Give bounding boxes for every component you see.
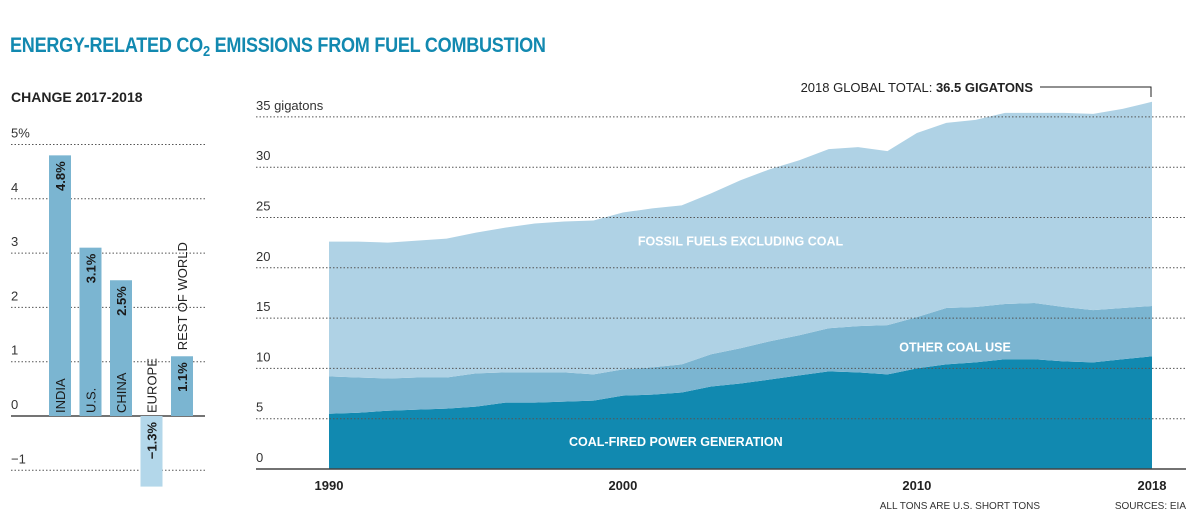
bar-chart-title: CHANGE 2017-2018 xyxy=(11,89,143,105)
title-subscript: 2 xyxy=(202,43,210,60)
area-chart-y-tick-label: 35 gigatons xyxy=(256,98,324,113)
bar-u-s xyxy=(79,247,102,416)
bar-value-label: 4.8% xyxy=(53,161,68,191)
total-note-label: 2018 GLOBAL TOTAL: xyxy=(801,80,936,95)
area-chart-series-labels: COAL-FIRED POWER GENERATION OTHER COAL US… xyxy=(569,235,1011,449)
area-fossil-fuels-excluding-coal xyxy=(329,101,1152,379)
bar-chart-y-tick-label: 3 xyxy=(11,234,18,249)
bar-value-label: 3.1% xyxy=(84,253,99,283)
area-chart-y-ticks: 0 5 10 15 20 25 30 35 gigatons xyxy=(256,98,324,465)
area-chart-y-tick-label: 15 xyxy=(256,299,270,314)
series-label: OTHER COAL USE xyxy=(899,340,1011,354)
bar-category-label: CHINA xyxy=(114,372,129,413)
area-chart-y-tick-label: 5 xyxy=(256,400,263,415)
area-coal-fired-power-generation xyxy=(329,356,1152,469)
bar-category-label: INDIA xyxy=(53,378,68,413)
bar-chart-bars xyxy=(49,155,193,487)
total-annotation-leader-line xyxy=(1040,86,1152,97)
bar-category-label: EUROPE xyxy=(145,358,160,413)
bar-category-label: REST OF WORLD xyxy=(175,242,190,350)
series-label: COAL-FIRED POWER GENERATION xyxy=(569,435,783,449)
area-chart-y-tick-label: 20 xyxy=(256,249,270,264)
area-chart-x-tick-label: 1990 xyxy=(315,478,344,493)
total-note-value: 36.5 GIGATONS xyxy=(936,80,1033,95)
series-label: FOSSIL FUELS EXCLUDING COAL xyxy=(638,235,844,249)
bar-chart-y-ticks: −1 0 1 2 3 4 5% xyxy=(11,126,30,467)
area-chart-y-tick-label: 10 xyxy=(256,349,270,364)
area-chart-y-tick-label: 0 xyxy=(256,450,263,465)
bar-value-label: −1.3% xyxy=(145,422,160,460)
bar-chart-change: CHANGE 2017-2018 −1 0 1 2 3 4 5% 4.8% INDIA 3.1%… xyxy=(11,89,205,487)
bar-value-label: 1.1% xyxy=(175,362,190,392)
bar-value-label: 2.5% xyxy=(114,286,129,316)
title-text-suffix: EMISSIONS FROM FUEL COMBUSTION xyxy=(209,34,546,57)
area-chart-x-ticks: 1990 2000 2010 2018 xyxy=(315,478,1167,493)
bar-china xyxy=(110,280,132,416)
tons-footnote: ALL TONS ARE U.S. SHORT TONS xyxy=(880,501,1041,512)
total-annotation: 2018 GLOBAL TOTAL: 36.5 GIGATONS xyxy=(801,80,1152,97)
area-chart-emissions: 0 5 10 15 20 25 30 35 gigatons 1990 2000 2010 2018… xyxy=(256,80,1186,512)
area-chart-x-tick-label: 2010 xyxy=(902,478,931,493)
sources-footnote: SOURCES: EIA xyxy=(1115,501,1186,512)
bar-europe xyxy=(140,416,163,487)
area-other-coal-use xyxy=(329,303,1152,414)
bar-chart-labels: 4.8% INDIA 3.1% U.S. 2.5% CHINA −1.3% EUROPE 1.1… xyxy=(53,161,190,459)
bar-chart-y-tick-label: 5% xyxy=(11,126,30,141)
area-chart-x-tick-label: 2018 xyxy=(1138,478,1167,493)
bar-india xyxy=(49,155,71,417)
area-chart-x-tick-label: 2000 xyxy=(608,478,637,493)
area-chart-y-tick-label: 30 xyxy=(256,148,270,163)
total-annotation-text: 2018 GLOBAL TOTAL: 36.5 GIGATONS xyxy=(801,80,1034,95)
chart-title: ENERGY-RELATED CO2 EMISSIONS FROM FUEL C… xyxy=(10,34,546,60)
bar-chart-y-tick-label: 1 xyxy=(11,343,18,358)
bar-chart-y-tick-label: −1 xyxy=(11,451,26,466)
area-chart-y-tick-label: 25 xyxy=(256,199,270,214)
bar-chart-y-tick-label: 4 xyxy=(11,180,18,195)
bar-category-label: U.S. xyxy=(84,388,99,413)
area-chart-areas xyxy=(329,101,1152,469)
bar-chart-y-tick-label: 2 xyxy=(11,288,18,303)
bar-rest-of-world xyxy=(171,356,193,416)
bar-chart-y-tick-label: 0 xyxy=(11,397,18,412)
area-chart-gridlines xyxy=(256,116,1186,470)
title-text: ENERGY-RELATED CO xyxy=(10,34,203,57)
